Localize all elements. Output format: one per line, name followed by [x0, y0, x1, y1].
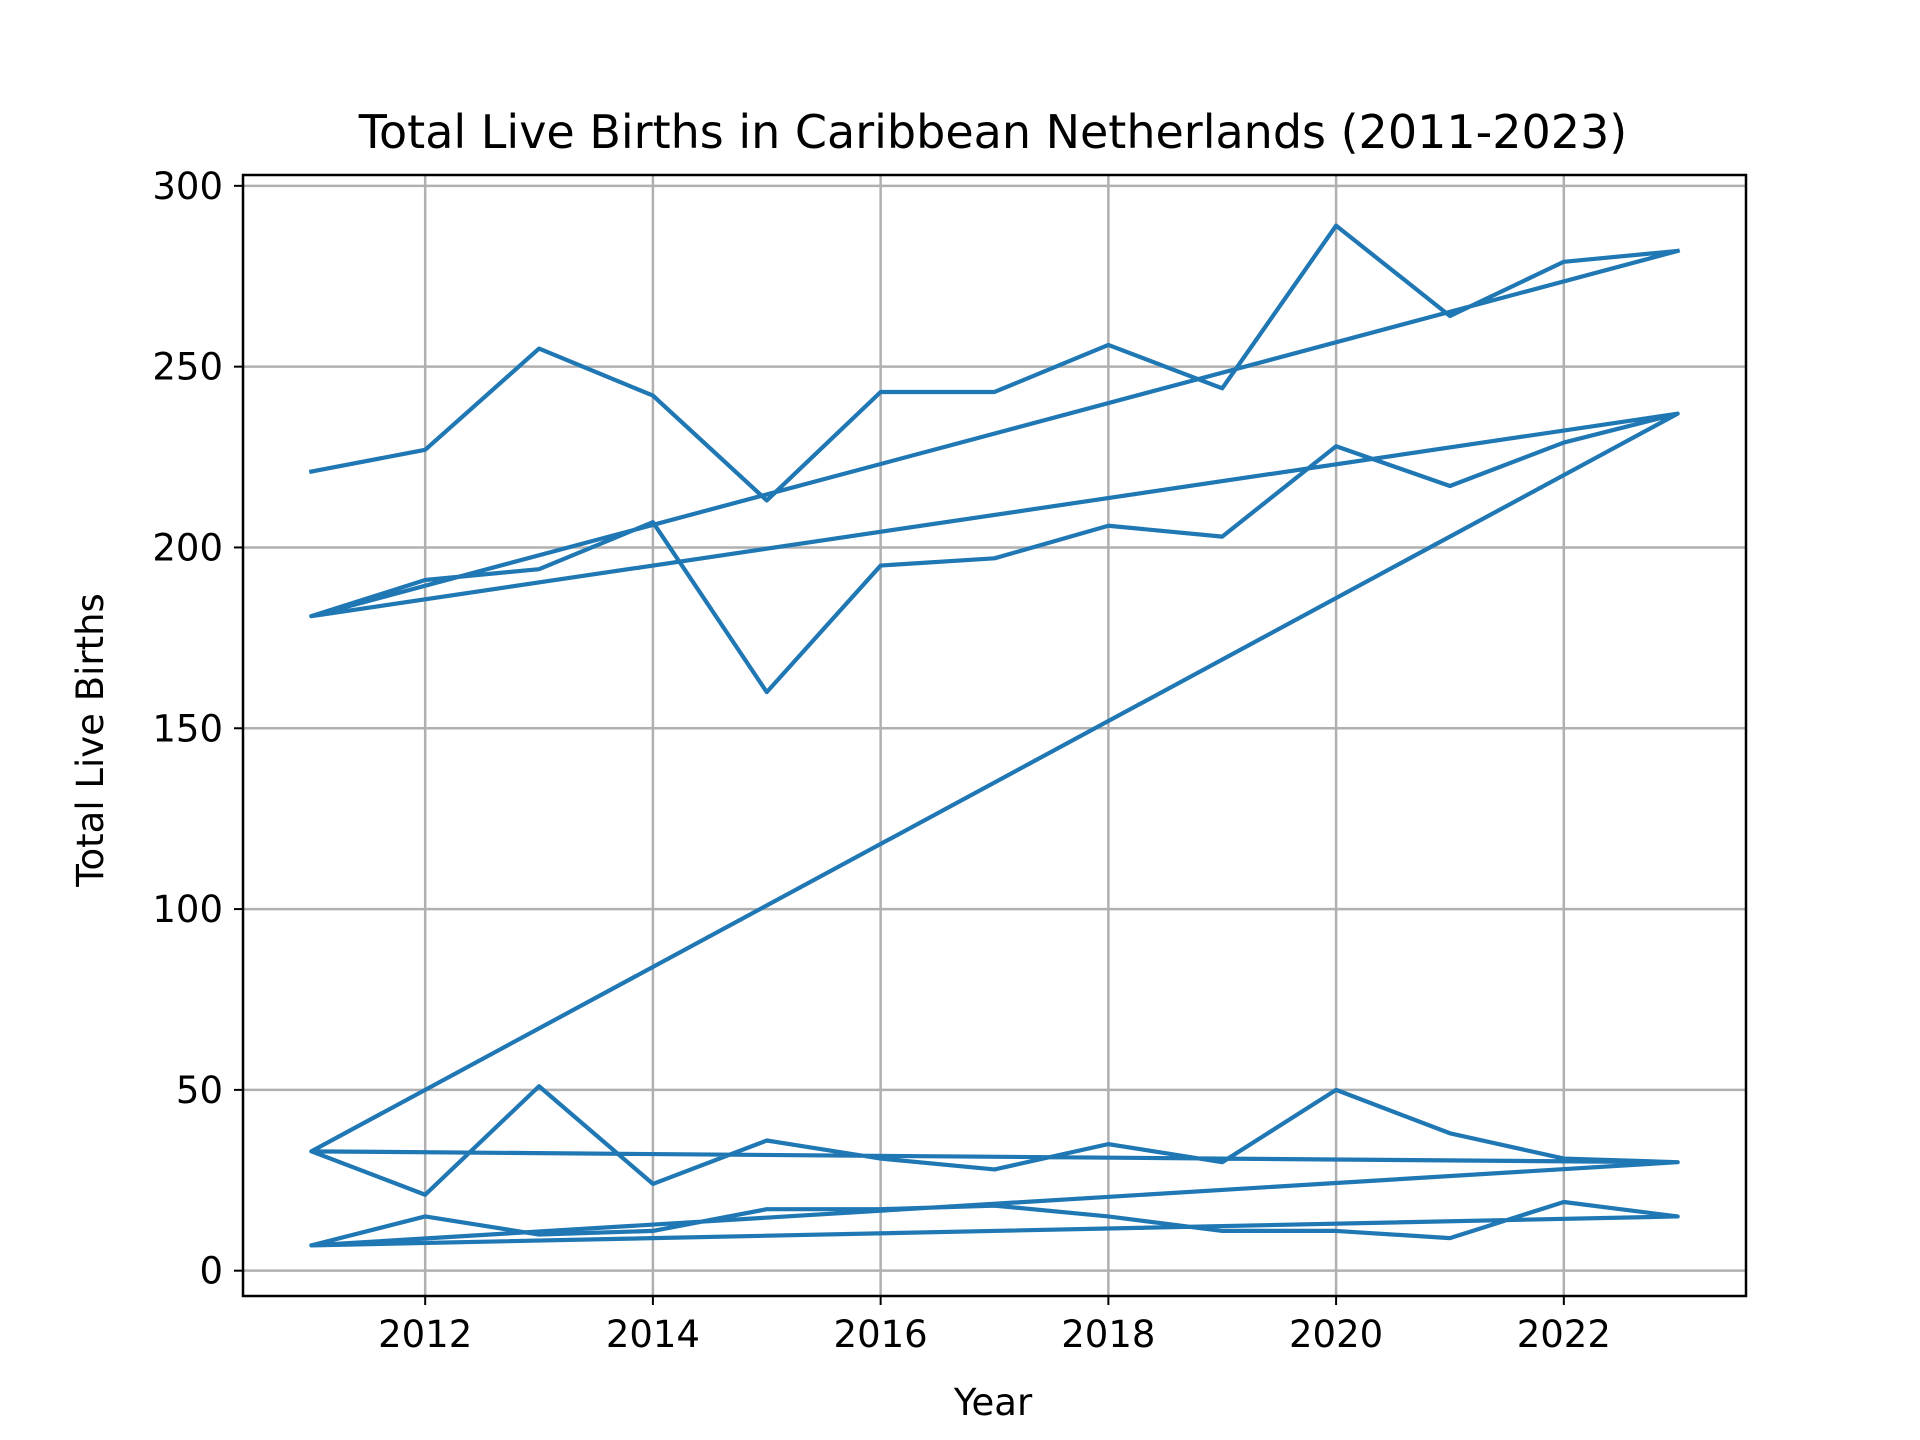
y-tick-label: 150	[152, 707, 223, 750]
axis-ticks: 2012 2014 2016 2018 2020 2022 0 50 100 150 200 250 3…	[152, 165, 1611, 1356]
y-tick-label: 100	[152, 888, 223, 931]
y-tick-label: 200	[152, 526, 223, 569]
x-tick-label: 2014	[606, 1313, 700, 1356]
plot-frame	[241, 173, 1748, 1298]
y-tick-label: 250	[152, 346, 223, 389]
chart-title: Total Live Births in Caribbean Netherlan…	[358, 105, 1628, 159]
x-tick-label: 2012	[378, 1313, 472, 1356]
x-tick-label: 2022	[1517, 1313, 1611, 1356]
y-tick-label: 0	[199, 1250, 223, 1293]
series-line	[308, 223, 1681, 1248]
y-tick-label: 50	[176, 1069, 223, 1112]
x-tick-label: 2016	[834, 1313, 928, 1356]
x-axis-label: Year	[953, 1381, 1033, 1424]
grid-lines	[243, 175, 1746, 1296]
y-axis-label: Total Live Births	[69, 593, 112, 888]
series-lines	[308, 223, 1681, 1248]
y-tick-label: 300	[152, 165, 223, 208]
x-tick-label: 2020	[1289, 1313, 1383, 1356]
x-tick-label: 2018	[1061, 1313, 1155, 1356]
